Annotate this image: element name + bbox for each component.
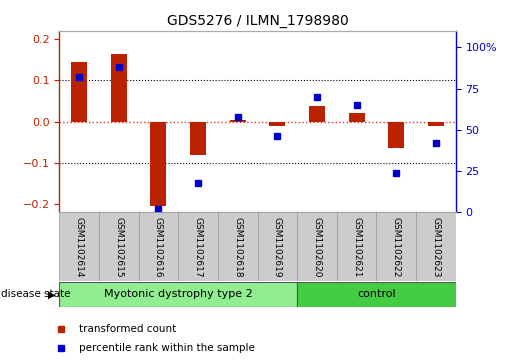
Bar — [428, 122, 444, 126]
Bar — [139, 212, 178, 281]
Text: Myotonic dystrophy type 2: Myotonic dystrophy type 2 — [104, 289, 252, 299]
Bar — [337, 212, 376, 281]
Text: GSM1102621: GSM1102621 — [352, 217, 361, 277]
Text: percentile rank within the sample: percentile rank within the sample — [79, 343, 254, 354]
Bar — [258, 212, 297, 281]
Bar — [309, 106, 325, 122]
Bar — [190, 122, 206, 155]
Bar — [59, 282, 297, 307]
Bar — [297, 212, 337, 281]
Text: GSM1102620: GSM1102620 — [313, 217, 321, 277]
Bar — [99, 212, 139, 281]
Text: GSM1102618: GSM1102618 — [233, 216, 242, 277]
Bar — [59, 212, 99, 281]
Text: disease state: disease state — [1, 289, 71, 299]
Bar — [376, 212, 416, 281]
Bar — [71, 62, 87, 122]
Bar — [388, 122, 404, 148]
Text: GSM1102617: GSM1102617 — [194, 216, 202, 277]
Bar — [150, 122, 166, 206]
Bar — [230, 119, 246, 122]
Text: GSM1102619: GSM1102619 — [273, 216, 282, 277]
Text: GSM1102615: GSM1102615 — [114, 216, 123, 277]
Bar — [218, 212, 258, 281]
Text: transformed count: transformed count — [79, 324, 176, 334]
Bar — [416, 212, 456, 281]
Text: control: control — [357, 289, 396, 299]
Bar — [297, 282, 456, 307]
Bar — [178, 212, 218, 281]
Text: GSM1102622: GSM1102622 — [392, 217, 401, 277]
Title: GDS5276 / ILMN_1798980: GDS5276 / ILMN_1798980 — [167, 15, 348, 28]
Text: GSM1102623: GSM1102623 — [432, 217, 440, 277]
Text: GSM1102616: GSM1102616 — [154, 216, 163, 277]
Bar — [111, 53, 127, 122]
Bar — [269, 122, 285, 126]
Text: GSM1102614: GSM1102614 — [75, 217, 83, 277]
Bar — [349, 113, 365, 122]
Text: ▶: ▶ — [48, 289, 56, 299]
